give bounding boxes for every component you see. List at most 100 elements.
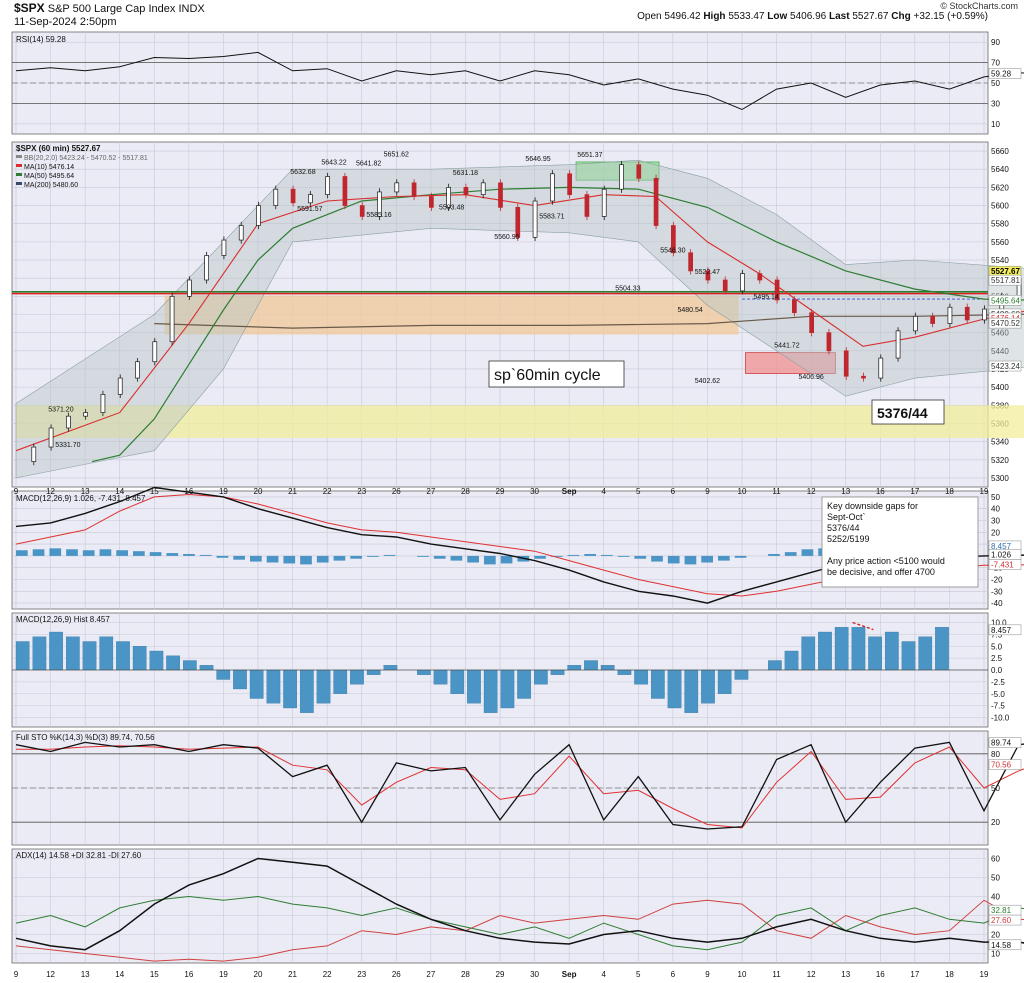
candle <box>601 188 607 217</box>
sto-k-value: 89.74 <box>991 739 1012 748</box>
x-label-top: 14 <box>115 487 124 496</box>
x-label-bottom: 19 <box>219 970 228 979</box>
adx-tick: 40 <box>991 893 1000 902</box>
hist-tick: -5.0 <box>991 690 1005 699</box>
macd-hist-bar <box>266 555 279 563</box>
hist-bar <box>116 641 130 671</box>
x-label-top: 21 <box>288 487 297 496</box>
x-label-bottom: 26 <box>392 970 401 979</box>
macd-label: MACD(12,26,9) 1.026, -7.431, 8.457 <box>16 494 146 503</box>
exchange: INDX <box>178 3 205 15</box>
hist-tick: -10.0 <box>991 714 1010 723</box>
x-label-top: 16 <box>876 487 885 496</box>
macd-hist-bar <box>584 554 596 556</box>
hist-bar <box>166 655 180 671</box>
macd-hist-bar <box>216 555 229 558</box>
hist-label: MACD(12,26,9) Hist 8.457 <box>16 615 110 624</box>
macd-hist-bar <box>768 554 780 556</box>
macd-hist-bar <box>316 555 329 563</box>
hist-bar <box>82 641 97 671</box>
hist-bar <box>935 627 949 671</box>
x-label-bottom: 18 <box>945 970 954 979</box>
price-tick: 5320 <box>991 456 1009 465</box>
rsi-line <box>15 51 1024 111</box>
legend-entry: BB(20,2.0) 5423.24 - 5470.52 - 5517.81 <box>24 155 148 162</box>
macd-hist-bar <box>550 555 563 557</box>
legend-entry: MA(10) 5476.14 <box>24 164 74 171</box>
candle <box>705 270 711 281</box>
adx-tick: 50 <box>991 874 1000 883</box>
hist-bar <box>383 665 398 671</box>
macd-tick: 20 <box>991 528 1000 537</box>
macd-hist-bar <box>500 555 513 564</box>
x-label-top: 22 <box>323 487 332 496</box>
x-label-bottom: 12 <box>807 970 816 979</box>
price-tick: 5640 <box>991 165 1009 174</box>
hist-bar <box>500 669 515 709</box>
hist-bar <box>316 669 331 704</box>
price-point-label: 5646.95 <box>525 156 550 163</box>
x-label-top: 13 <box>841 487 850 496</box>
candle <box>861 375 866 379</box>
hist-bar <box>350 669 364 685</box>
x-label-top: 9 <box>705 487 710 496</box>
candle <box>308 194 313 204</box>
x-label-bottom: 30 <box>530 970 539 979</box>
hist-bar <box>333 669 348 694</box>
hist-bar <box>767 660 782 671</box>
macd-hist-bar <box>567 554 580 556</box>
x-label-top: 19 <box>980 487 989 496</box>
macd-hist-bar <box>166 553 179 556</box>
macd-right-value: 1.026 <box>991 551 1012 560</box>
candle <box>930 315 935 324</box>
x-label-bottom: 16 <box>876 970 885 979</box>
candle <box>117 377 123 395</box>
hist-bar <box>650 669 665 699</box>
macd-tick: 50 <box>991 493 1000 502</box>
note-line: 5252/5199 <box>827 534 870 544</box>
x-label-bottom: 9 <box>14 970 19 979</box>
price-point-label: 5631.18 <box>453 170 478 177</box>
price-point-label: 5585.16 <box>366 212 391 219</box>
macd-tick: 40 <box>991 505 1000 514</box>
x-label-bottom: 28 <box>461 970 470 979</box>
macd-hist-bar <box>734 555 747 558</box>
candle <box>947 306 953 324</box>
price-tick: 5580 <box>991 220 1009 229</box>
candle <box>550 173 555 202</box>
macd-hist-bar <box>634 555 647 559</box>
candle <box>964 306 970 321</box>
macd-hist-bar <box>66 549 78 556</box>
candle <box>290 188 296 204</box>
macd-hist-bar <box>250 555 262 562</box>
candle <box>359 205 365 217</box>
x-label-bottom: 13 <box>81 970 90 979</box>
price-point-label: 5546.30 <box>660 247 685 254</box>
box-label: 5376/44 <box>877 405 928 421</box>
x-label-top: Sep <box>562 487 577 496</box>
rsi-last-value-bg <box>988 68 1022 79</box>
hist-bar <box>801 636 816 671</box>
macd-hist-bar <box>417 555 429 557</box>
candle <box>619 164 624 190</box>
high-label: High <box>703 11 726 22</box>
x-label-bottom: 5 <box>636 970 641 979</box>
x-label-top: 15 <box>150 487 159 496</box>
legend-swatch <box>16 182 22 185</box>
macd-hist-bar <box>350 555 362 559</box>
candle <box>187 279 192 297</box>
hist-bar <box>99 636 114 671</box>
macd-tick: -40 <box>991 599 1003 608</box>
macd-hist-bar <box>801 549 814 556</box>
x-label-top: 10 <box>738 487 747 496</box>
hist-bar <box>684 669 699 713</box>
candle <box>567 173 572 196</box>
last-value: 5527.67 <box>852 11 889 22</box>
price-point-label: 5406.96 <box>798 374 823 381</box>
legend-swatch <box>16 164 22 167</box>
candle <box>48 427 54 448</box>
price-right-label-bg <box>988 295 1022 306</box>
hist-bar <box>517 669 531 699</box>
candle <box>792 299 797 314</box>
